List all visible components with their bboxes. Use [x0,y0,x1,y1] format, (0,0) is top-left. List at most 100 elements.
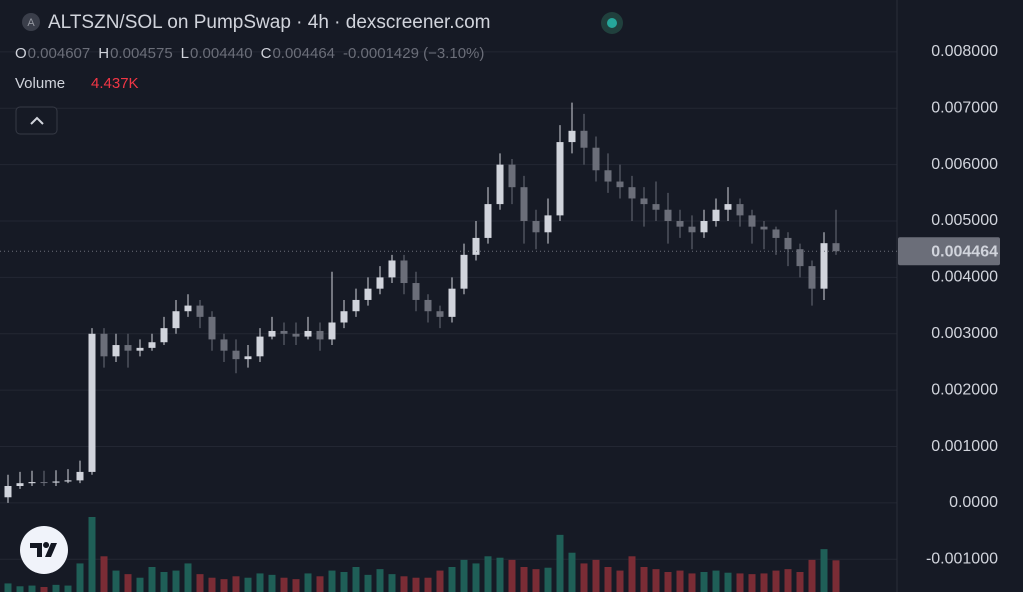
tv-logo[interactable] [20,526,68,574]
volume-bar [820,549,828,592]
y-tick-label: -0.001000 [926,551,998,568]
candle-body [688,226,696,233]
candle-body [568,130,576,143]
candle-body [328,322,336,340]
volume-bar [40,587,48,592]
y-tick-label: 0.005000 [931,212,998,229]
volume-bar [796,572,804,592]
volume-bar [688,573,696,592]
volume-bar [652,569,660,592]
candle-body [292,333,300,337]
price-axis: -0.001000 0.0000 0.001000 0.002000 0.003000 0… [926,43,998,567]
volume-bar [664,572,672,592]
y-tick-label: 0.001000 [931,438,998,455]
legend-key: C [261,45,272,62]
volume-bar [124,574,132,592]
candle-body [220,339,228,351]
candle-body [196,305,204,317]
ohlc-legend: O 0.004607 H 0.004575 L 0.004440 C 0.004464 -0.0… [15,45,484,62]
volume-bar [232,576,240,592]
candle-body [232,350,240,360]
volume-bar [364,574,372,592]
volume-bar [784,569,792,592]
volume-bar [676,570,684,592]
y-tick-label: 0.002000 [931,381,998,398]
candle-body [496,164,504,205]
volume-bar [460,559,468,592]
candle-body [136,347,144,351]
grid [0,51,897,560]
candle-body [592,147,600,171]
candle-body [40,482,48,484]
volume-bar [436,570,444,592]
collapse-button[interactable] [15,106,58,135]
candle-body [508,164,516,188]
legend-value: 0.004440 [190,45,253,62]
legend-value: 0.004464 [272,45,335,62]
chart-title: ALTSZN/SOL on PumpSwap · 4h · dexscreene… [48,12,490,33]
volume-bar [268,574,276,592]
volume-bar [196,574,204,592]
volume-bar [520,567,528,592]
candle-body [808,266,816,289]
volume-bar [544,567,552,592]
candle-body [268,330,276,337]
candle-body [448,288,456,317]
volume-bar [484,556,492,592]
candle-body [832,243,840,252]
y-tick-label: 0.007000 [931,99,998,116]
candle-body [676,221,684,227]
candle-body [16,483,24,487]
candle-body [748,215,756,227]
candle-body [736,204,744,216]
candle-body [400,260,408,284]
volume-bar [148,567,156,592]
y-tick-label: 0.0000 [949,494,998,511]
volume-bar [412,577,420,592]
candle-body [472,237,480,255]
candle-body [640,198,648,205]
symbol-icon [22,13,40,31]
candle-body [316,330,324,340]
volume-pane [4,517,840,592]
candle-body [820,243,828,289]
y-tick-label: 0.003000 [931,325,998,342]
candle-body [160,328,168,343]
candle-body [340,311,348,323]
volume-bar [28,585,36,592]
candle-body [148,342,156,348]
volume-bar [112,570,120,592]
candle-body [580,130,588,148]
legend-change: -0.0001429 (−3.10%) [343,45,484,62]
candle-body [712,209,720,222]
candle-body [724,204,732,210]
candle-body [364,288,372,300]
candle-body [88,333,96,472]
volume-bar [700,572,708,592]
legend-value: 0.004607 [28,45,91,62]
legend-value: 0.004575 [110,45,173,62]
volume-bar [508,559,516,592]
symbol-icon-letter: A [27,17,35,29]
volume-bar [748,574,756,592]
candle-body [124,345,132,351]
candles [4,102,840,503]
volume-bar [220,579,228,592]
volume-bar [568,552,576,592]
y-tick-label: 0.008000 [931,43,998,60]
volume-bar [400,576,408,592]
candle-body [460,254,468,289]
candle-body [784,237,792,250]
volume-bar [208,577,216,592]
candle-body [700,221,708,233]
volume-bar [64,585,72,592]
volume-bar [472,563,480,592]
volume-bar [4,583,12,592]
volume-bar [328,570,336,592]
candle-body [616,181,624,188]
volume-bar [736,573,744,592]
candle-body [280,330,288,334]
candle-body [376,277,384,289]
